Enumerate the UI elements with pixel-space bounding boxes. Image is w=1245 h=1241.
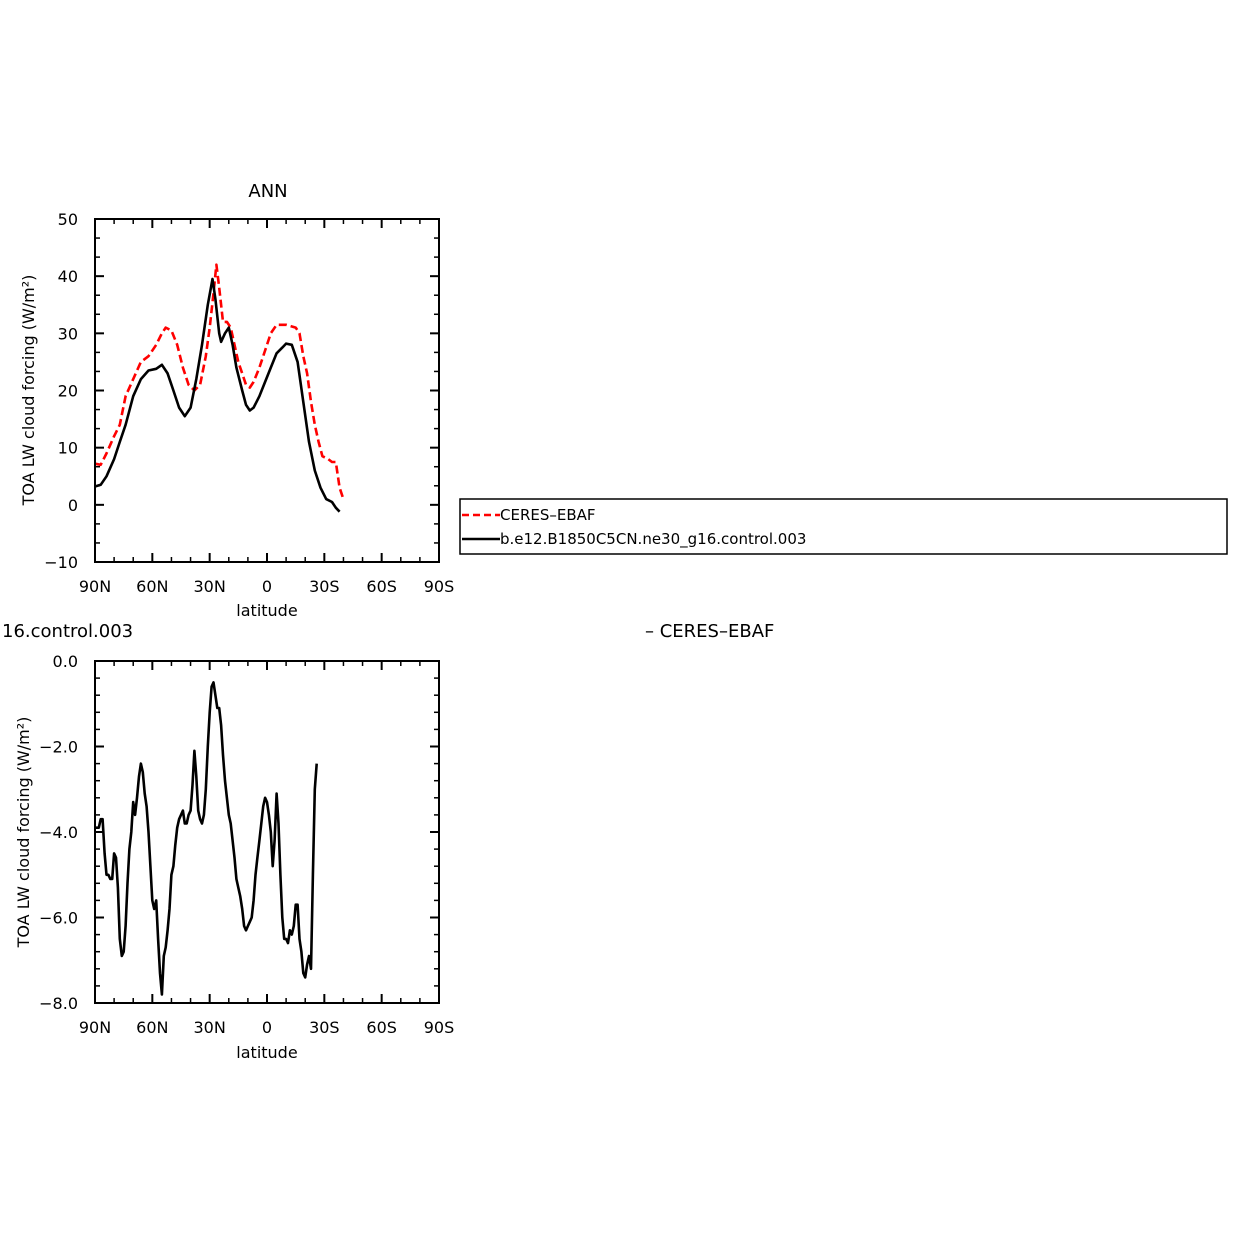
legend-label-ceres: CERES–EBAF [500,506,596,524]
y-tick-label: 50 [58,210,78,229]
x-tick-label: 60N [136,577,168,596]
x-tick-label: 30S [309,1018,340,1037]
legend-box [459,498,1228,555]
y-tick-label: 0.0 [53,652,78,671]
bottom-plot-ylabel: TOA LW cloud forcing (W/m²) [14,717,33,949]
plot-frame [94,660,440,1004]
x-tick-label: 30N [194,1018,226,1037]
y-tick-label: 40 [58,267,78,286]
y-tick-label: −8.0 [39,994,78,1013]
top-plot-ylabel: TOA LW cloud forcing (W/m²) [19,275,38,507]
y-tick-label: −2.0 [39,738,78,757]
x-tick-label: 60N [136,1018,168,1037]
top-plot-xlabel: latitude [236,601,297,620]
x-tick-label: 0 [262,1018,272,1037]
y-tick-label: −4.0 [39,823,78,842]
series-line-0 [95,681,318,996]
y-tick-label: −6.0 [39,909,78,928]
legend-label-model: b.e12.B1850C5CN.ne30_g16.control.003 [500,530,806,549]
x-tick-label: 60S [366,577,397,596]
bottom-plot-xlabel: latitude [236,1043,297,1062]
y-tick-label: 20 [58,382,78,401]
y-tick-label: 0 [68,496,78,515]
bottom-plot-title-fragment: 16.control.003 [2,621,133,642]
x-tick-label: 30S [309,577,340,596]
x-tick-label: 0 [262,577,272,596]
legend: CERES–EBAF b.e12.B1850C5CN.ne30_g16.cont… [459,498,1228,555]
top-plot-title: ANN [248,181,287,202]
x-tick-label: 60S [366,1018,397,1037]
y-tick-label: 10 [58,439,78,458]
x-tick-label: 90N [79,577,111,596]
x-tick-label: 90N [79,1018,111,1037]
bottom-plot-title-suffix: – CERES–EBAF [645,621,774,642]
series-line-1 [94,277,341,513]
series-line-0 [94,263,345,500]
x-tick-label: 90S [424,577,455,596]
plot-frame [94,218,440,563]
x-tick-label: 90S [424,1018,455,1037]
top-plot: 90N 60N 30N 0 30S 60S 90S −10 0 10 20 30 40 50 [44,210,454,596]
y-tick-label: −10 [44,553,78,572]
y-tick-label: 30 [58,324,78,343]
x-tick-label: 30N [194,577,226,596]
bottom-plot: 90N 60N 30N 0 30S 60S 90S −8.0 −6.0 −4.0 −2.0 0.0 [39,652,454,1037]
